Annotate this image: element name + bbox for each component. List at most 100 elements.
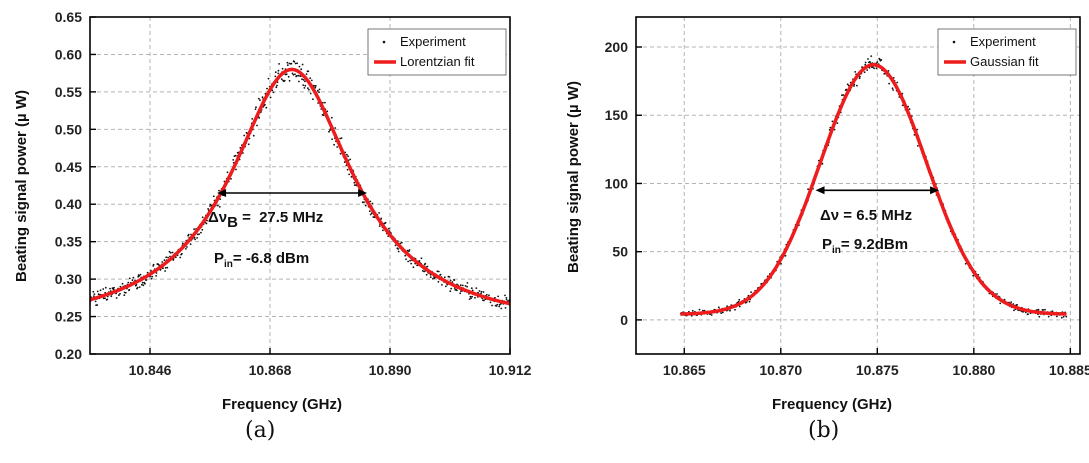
experiment-point — [1047, 315, 1050, 318]
experiment-point — [144, 282, 146, 285]
experiment-point — [277, 69, 280, 72]
experiment-point — [892, 89, 894, 91]
experiment-point — [498, 305, 501, 308]
experiment-point — [729, 309, 731, 312]
experiment-point — [294, 62, 297, 65]
experiment-point — [459, 284, 462, 287]
experiment-point — [257, 97, 260, 100]
experiment-point — [858, 77, 861, 80]
experiment-point — [369, 213, 372, 216]
experiment-point — [468, 298, 471, 300]
experiment-point — [187, 233, 190, 236]
experiment-point — [169, 251, 172, 254]
experiment-point — [255, 106, 257, 109]
experiment-point — [1062, 315, 1065, 318]
experiment-point — [691, 309, 694, 312]
experiment-point — [93, 293, 96, 295]
experiment-point — [464, 285, 467, 287]
experiment-point — [235, 168, 237, 171]
axes-border — [89, 16, 511, 355]
x-tick-label: 10.890 — [369, 362, 412, 378]
experiment-point — [340, 137, 343, 140]
y-tick-label: 0.45 — [55, 159, 82, 175]
experiment-point — [110, 295, 113, 298]
experiment-point — [412, 266, 415, 269]
experiment-point — [328, 130, 330, 133]
experiment-point — [896, 81, 899, 84]
experiment-point — [455, 289, 458, 292]
experiment-point — [784, 254, 787, 257]
experiment-point — [152, 263, 155, 266]
legend-experiment-marker — [952, 40, 956, 44]
experiment-point — [274, 75, 277, 78]
experiment-point — [831, 120, 834, 123]
experiment-point — [186, 246, 188, 248]
experiment-point — [1060, 316, 1063, 319]
experiment-point — [418, 260, 421, 262]
experiment-point — [497, 295, 499, 298]
experiment-point — [702, 309, 704, 312]
y-tick-label: 0.20 — [55, 346, 82, 362]
experiment-point — [259, 99, 261, 101]
experiment-point — [274, 71, 277, 74]
experiment-point — [504, 294, 506, 297]
experiment-point — [150, 269, 152, 272]
experiment-point — [405, 258, 407, 261]
experiment-point — [1037, 308, 1040, 311]
experiment-point — [136, 286, 139, 289]
experiment-point — [408, 249, 411, 251]
experiment-point — [318, 91, 320, 94]
legend-fit-label: Lorentzian fit — [400, 54, 475, 69]
experiment-point — [309, 77, 312, 80]
experiment-point — [738, 298, 741, 301]
experiment-point — [475, 287, 478, 289]
experiment-point — [999, 302, 1002, 305]
experiment-point — [1038, 315, 1041, 318]
legend-experiment-marker — [382, 40, 386, 44]
experiment-point — [401, 241, 403, 244]
experiment-point — [864, 61, 867, 64]
experiment-point — [378, 212, 380, 214]
experiment-point — [845, 88, 848, 91]
experiment-point — [275, 86, 278, 89]
panel-b-ticks: 10.865 10.870 10.875 10.880 10.885 0 50 100 150 2… — [605, 39, 1089, 378]
experiment-point — [128, 277, 131, 280]
experiment-point — [256, 124, 258, 127]
experiment-point — [863, 71, 866, 74]
experiment-point — [264, 103, 266, 106]
panel-a-x-axis-title: Frequency (GHz) — [222, 396, 342, 413]
experiment-point — [312, 98, 314, 101]
experiment-point — [310, 79, 313, 82]
experiment-point — [296, 62, 298, 65]
experiment-point — [488, 294, 490, 297]
experiment-point — [185, 248, 187, 250]
b-p-in-value: 9.2dBm — [854, 236, 908, 253]
experiment-point — [243, 134, 246, 137]
experiment-point — [307, 70, 310, 73]
experiment-point — [436, 270, 439, 273]
experiment-point — [336, 146, 339, 148]
experiment-point — [209, 205, 211, 207]
experiment-point — [218, 206, 221, 208]
experiment-point — [908, 108, 911, 110]
experiment-point — [916, 145, 919, 147]
experiment-point — [295, 75, 298, 77]
experiment-point — [309, 92, 312, 95]
experiment-point — [349, 158, 352, 161]
experiment-point — [437, 270, 440, 273]
experiment-point — [294, 73, 296, 76]
x-tick-label: 10.846 — [129, 362, 172, 378]
experiment-point — [371, 202, 374, 205]
experiment-point — [298, 80, 300, 83]
fit-line — [89, 67, 511, 306]
experiment-point — [201, 228, 204, 231]
delta-nu-b-symbol: Δν — [208, 209, 227, 226]
experiment-point — [829, 126, 832, 129]
experiment-point — [124, 291, 127, 294]
experiment-point — [285, 73, 288, 76]
experiment-point — [369, 200, 372, 203]
experiment-point — [140, 283, 143, 286]
experiment-point — [168, 250, 171, 253]
experiment-point — [410, 262, 413, 265]
y-tick-label: 200 — [605, 39, 629, 55]
